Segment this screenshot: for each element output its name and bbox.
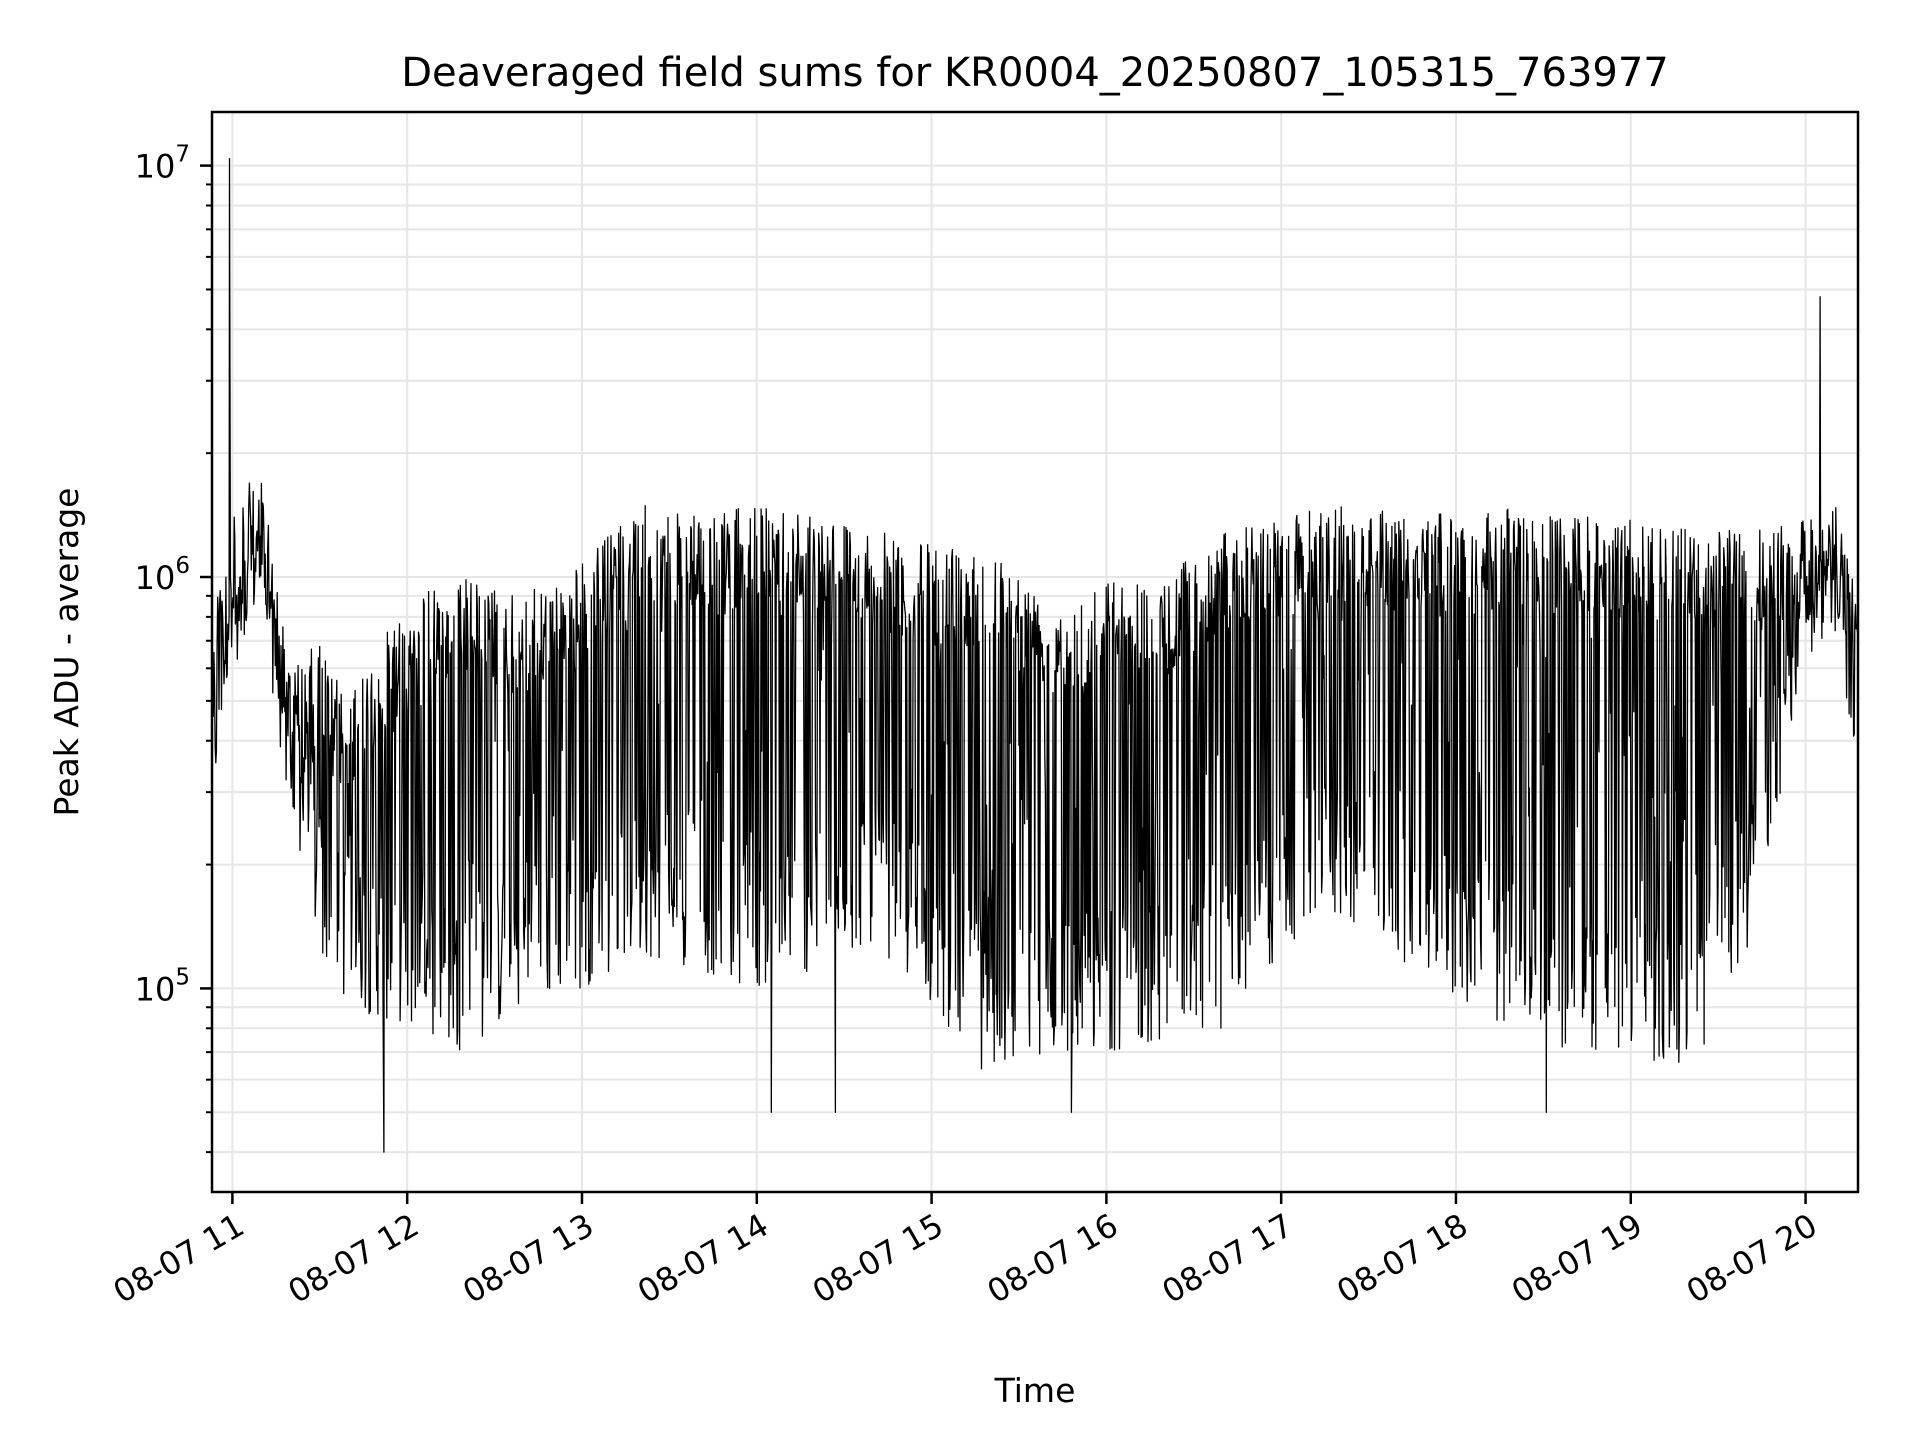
- x-tick-label: 08-07 11: [107, 1206, 251, 1311]
- x-tick-label: 08-07 15: [806, 1206, 950, 1311]
- axes: [210, 110, 1860, 1194]
- x-tick-label: 08-07 13: [456, 1206, 600, 1311]
- y-ticks: 105 106 107: [135, 142, 212, 1154]
- chart-title: Deaveraged field sums for KR0004_2025080…: [401, 50, 1669, 96]
- y-tick-label: 107: [135, 142, 190, 186]
- x-tick-label: 08-07 19: [1505, 1206, 1649, 1311]
- x-tick-label: 08-07 18: [1330, 1206, 1474, 1311]
- x-ticks: 08-07 11 08-07 12 08-07 13 08-07 14 08-07 15…: [107, 1192, 1824, 1311]
- x-tick-label: 08-07 17: [1156, 1206, 1300, 1311]
- x-tick-label: 08-07 12: [282, 1206, 426, 1311]
- y-axis-title: Peak ADU - average: [47, 488, 86, 817]
- data-series: [211, 157, 1859, 1153]
- x-tick-label: 08-07 16: [981, 1206, 1125, 1311]
- plot-frame: [210, 110, 1860, 1194]
- x-axis-title: Time: [994, 1371, 1076, 1410]
- x-tick-label: 08-07 20: [1680, 1206, 1824, 1311]
- x-tick-label: 08-07 14: [631, 1206, 775, 1311]
- y-tick-label: 106: [135, 553, 190, 597]
- series-line: [211, 157, 1859, 1153]
- y-tick-label: 105: [135, 964, 190, 1008]
